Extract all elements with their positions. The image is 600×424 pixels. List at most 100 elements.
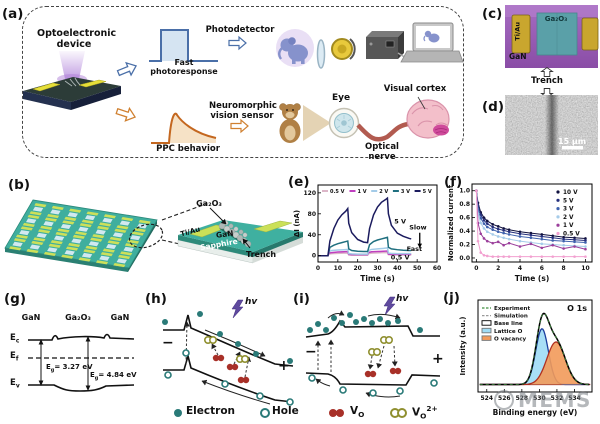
arrow-to-photoresponse <box>116 61 138 77</box>
svg-text:Base line: Base line <box>494 321 523 327</box>
svg-text:0.8: 0.8 <box>459 201 470 208</box>
ga2o3-label-c: Ga₂O₃ <box>544 15 568 23</box>
svg-text:10 V: 10 V <box>563 190 578 196</box>
fast-photoresponse-label: Fast photoresponse <box>150 58 218 77</box>
svg-text:5 V: 5 V <box>394 218 406 226</box>
g-mat-center: Ga₂O₃ <box>65 313 91 322</box>
minus-terminal-h: − <box>162 335 174 351</box>
watermark-logo-icon <box>494 390 514 410</box>
svg-text:0.2: 0.2 <box>459 242 470 249</box>
photodetector-label: Photodetector <box>205 25 275 35</box>
svg-text:0.4: 0.4 <box>459 228 470 235</box>
light-bolt-icon <box>231 299 244 319</box>
svg-text:20: 20 <box>353 265 361 272</box>
chart-e-photoresponse: 0 10 20 30 40 50 60 0 40 80 120 Time (s) ΔI (nA) 0.5 … <box>292 181 444 284</box>
svg-text:0.5 V: 0.5 V <box>391 254 410 262</box>
hole-icon <box>260 408 270 418</box>
svg-text:0.5 V: 0.5 V <box>563 232 580 238</box>
holes <box>164 349 294 406</box>
svg-text:10: 10 <box>581 265 589 272</box>
svg-text:1 V: 1 V <box>563 223 574 229</box>
svg-text:2: 2 <box>496 265 500 272</box>
svg-text:5 V: 5 V <box>563 198 574 204</box>
band-diagram-equilibrium <box>28 333 135 392</box>
svg-text:Time (s): Time (s) <box>515 274 550 283</box>
elephant-target <box>276 29 314 67</box>
panel-i-label: (i) <box>293 291 310 307</box>
optical-micrograph <box>505 5 599 68</box>
plus-terminal-h: + <box>278 358 290 374</box>
neuromorphic-label: Neuromorphic vision sensor <box>209 101 277 121</box>
minus-terminal-i: − <box>305 344 317 360</box>
svg-text:50: 50 <box>413 265 421 272</box>
panel-c-label: (c) <box>482 6 503 22</box>
holes <box>308 374 438 397</box>
svg-text:1 V: 1 V <box>358 189 367 195</box>
electrons <box>307 312 423 333</box>
band-diagram-illuminated <box>162 299 294 406</box>
svg-text:6: 6 <box>540 265 544 272</box>
svg-text:Intensity (a.u.): Intensity (a.u.) <box>459 316 467 375</box>
band-diagram-persistent <box>305 296 441 398</box>
svg-text:0.5 V: 0.5 V <box>330 189 345 195</box>
svg-text:8: 8 <box>562 265 566 272</box>
svg-text:120: 120 <box>303 190 316 197</box>
svg-text:0.0: 0.0 <box>459 255 470 262</box>
svg-text:Time (s): Time (s) <box>360 274 395 283</box>
ppc-behavior-label: PPC behavior <box>156 144 220 154</box>
trench-label: Trench <box>246 250 277 259</box>
g-mat-right: GaN <box>110 313 130 322</box>
valence-band <box>305 372 441 386</box>
svg-text:3 V: 3 V <box>401 189 410 195</box>
tiau-label-c: Ti/Au <box>513 22 522 41</box>
scale-bar-label: 15 μm <box>558 137 587 146</box>
panel-d-label: (d) <box>482 99 505 115</box>
svg-text:Slow: Slow <box>409 224 426 232</box>
ppc-waveform <box>151 112 217 144</box>
teddy-bear <box>279 103 301 143</box>
svg-text:534: 534 <box>568 395 581 402</box>
svg-text:Binding energy (eV): Binding energy (eV) <box>493 408 578 417</box>
hv-label-h: hv <box>245 297 258 307</box>
tiau-electrode-left <box>511 14 531 54</box>
ec-label: Ec <box>10 333 20 345</box>
svg-text:0.6: 0.6 <box>459 215 470 222</box>
panel-f-label: (f) <box>444 174 463 190</box>
device-title: Optoelectronic device <box>37 28 117 50</box>
vo-legend-label: VO <box>350 405 365 420</box>
optical-nerve-illustration <box>356 121 409 142</box>
conduction-band <box>305 319 440 338</box>
svg-text:5 V: 5 V <box>423 189 432 195</box>
valence-band <box>28 384 135 392</box>
light-bolt-icon <box>383 296 396 316</box>
lens <box>316 39 326 69</box>
optical-nerve-label: Optical nerve <box>365 142 399 162</box>
carrier-legend-markers <box>174 408 407 418</box>
laptop <box>400 22 464 63</box>
eg-gan-label: Eg= 3.27 eV <box>46 363 93 374</box>
svg-text:0: 0 <box>474 265 478 272</box>
svg-text:40: 40 <box>393 265 401 272</box>
svg-text:532: 532 <box>551 395 564 402</box>
panel-g-label: (g) <box>4 291 27 307</box>
valence-band <box>163 352 294 403</box>
ef-label: Ef <box>10 351 19 363</box>
conduction-band <box>28 333 135 341</box>
svg-text:ΔI (nA): ΔI (nA) <box>293 210 301 237</box>
svg-text:Simulation: Simulation <box>494 314 528 320</box>
uv-beam <box>59 51 85 79</box>
svg-text:40: 40 <box>308 232 316 239</box>
eg-arrow-gan <box>38 339 44 386</box>
conduction-band <box>163 314 294 367</box>
svg-text:3 V: 3 V <box>563 207 574 213</box>
device-electrode <box>78 79 107 88</box>
photodetector-sensor <box>331 38 356 60</box>
trench-stripe <box>545 95 559 155</box>
eg-arrow-ga2o3 <box>85 336 91 391</box>
panel-a-label: (a) <box>2 6 24 22</box>
svg-text:80: 80 <box>308 211 316 218</box>
arrow-to-ppc <box>115 106 137 122</box>
svg-text:O vacancy: O vacancy <box>494 336 527 342</box>
svg-text:Lattice O: Lattice O <box>494 329 523 335</box>
